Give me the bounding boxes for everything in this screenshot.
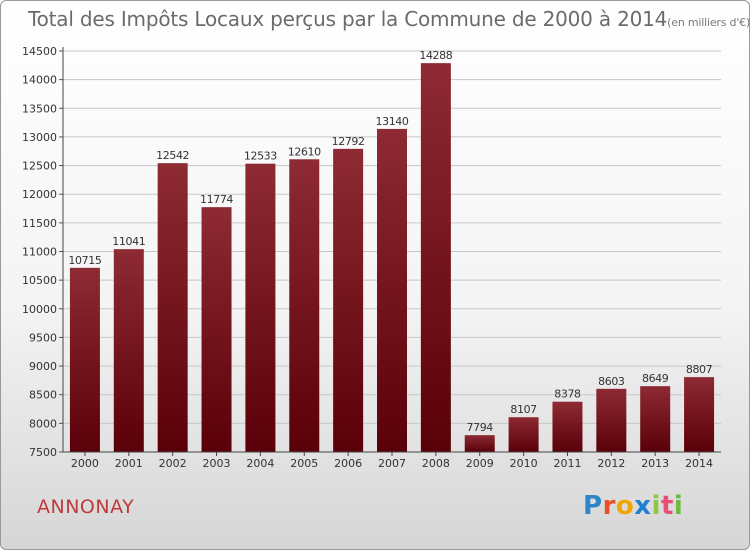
bar: [552, 401, 583, 452]
data-label: 11774: [200, 193, 233, 206]
y-tick-label: 12000: [22, 188, 57, 201]
y-tick-label: 11000: [22, 246, 57, 259]
x-tick-label: 2006: [334, 457, 362, 470]
logo-letter: o: [615, 491, 635, 521]
logo-letter: i: [651, 491, 661, 521]
x-tick-label: 2000: [71, 457, 99, 470]
x-tick-label: 2005: [290, 457, 318, 470]
x-tick-label: 2008: [422, 457, 450, 470]
data-label: 8107: [510, 403, 537, 416]
chart-title-main: Total des Impôts Locaux perçus par la Co…: [28, 7, 668, 31]
y-tick-label: 13000: [22, 131, 57, 144]
y-tick-label: 9500: [29, 331, 57, 344]
y-tick-label: 10500: [22, 274, 57, 287]
x-tick-label: 2007: [378, 457, 406, 470]
bar: [333, 148, 364, 452]
x-tick-label: 2013: [641, 457, 669, 470]
proxiti-logo: Proxiti: [583, 491, 683, 521]
x-tick-label: 2014: [685, 457, 713, 470]
data-label: 7794: [467, 421, 494, 434]
y-tick-label: 9000: [29, 360, 57, 373]
bars: [69, 63, 715, 453]
data-label: 8649: [642, 372, 669, 385]
bar: [420, 63, 451, 453]
bar: [113, 249, 144, 452]
y-tick-label: 11500: [22, 217, 57, 230]
bar: [684, 377, 715, 452]
bar: [596, 388, 627, 452]
chart-title-unit: (en milliers d'€): [667, 16, 750, 29]
bar: [377, 128, 407, 452]
x-tick-label: 2004: [246, 457, 274, 470]
x-tick-label: 2010: [510, 457, 538, 470]
chart-title: Total des Impôts Locaux perçus par la Co…: [28, 7, 750, 31]
data-labels: 10715 11041 12542 11774 12533 12610 12792 13140…: [68, 49, 713, 434]
y-tick-label: 14000: [22, 74, 57, 87]
data-label: 12792: [332, 135, 365, 148]
bar: [508, 417, 539, 452]
logo-letter: P: [583, 491, 603, 521]
bar: [69, 267, 100, 452]
data-label: 14288: [419, 49, 452, 62]
y-tick-label: 12500: [22, 160, 57, 173]
data-label: 8603: [598, 375, 625, 388]
bar: [464, 435, 495, 452]
bar: [289, 159, 320, 452]
bar: [640, 386, 671, 452]
logo-letter: r: [602, 491, 616, 521]
y-tick-label: 8000: [29, 417, 57, 430]
y-tick-label: 13500: [22, 102, 57, 115]
x-tick-label: 2009: [466, 457, 494, 470]
y-tick-label: 8500: [29, 389, 57, 402]
y-tick-label: 10000: [22, 303, 57, 316]
data-label: 12610: [288, 145, 321, 158]
x-tick-label: 2001: [115, 457, 143, 470]
bar: [157, 163, 188, 452]
data-label: 8378: [554, 388, 581, 401]
data-label: 13140: [376, 115, 409, 128]
axes: 7500 8000 8500 9000 9500 10000 10500 11000 11500…: [22, 45, 721, 470]
commune-name: ANNONAY: [37, 496, 135, 518]
x-tick-label: 2003: [203, 457, 231, 470]
data-label: 11041: [112, 235, 145, 248]
data-label: 10715: [68, 254, 101, 267]
logo-letter: i: [673, 491, 684, 521]
bar: [245, 163, 276, 452]
y-tick-label: 14500: [22, 45, 57, 58]
data-label: 8807: [686, 363, 713, 376]
data-label: 12533: [244, 150, 277, 163]
data-label: 12542: [156, 149, 189, 162]
logo-letter: t: [660, 491, 674, 521]
x-tick-label: 2002: [159, 457, 187, 470]
bar: [201, 207, 232, 452]
x-tick-label: 2012: [597, 457, 625, 470]
y-tick-label: 7500: [29, 446, 57, 459]
logo-letter: x: [634, 491, 652, 521]
x-tick-label: 2011: [553, 457, 581, 470]
